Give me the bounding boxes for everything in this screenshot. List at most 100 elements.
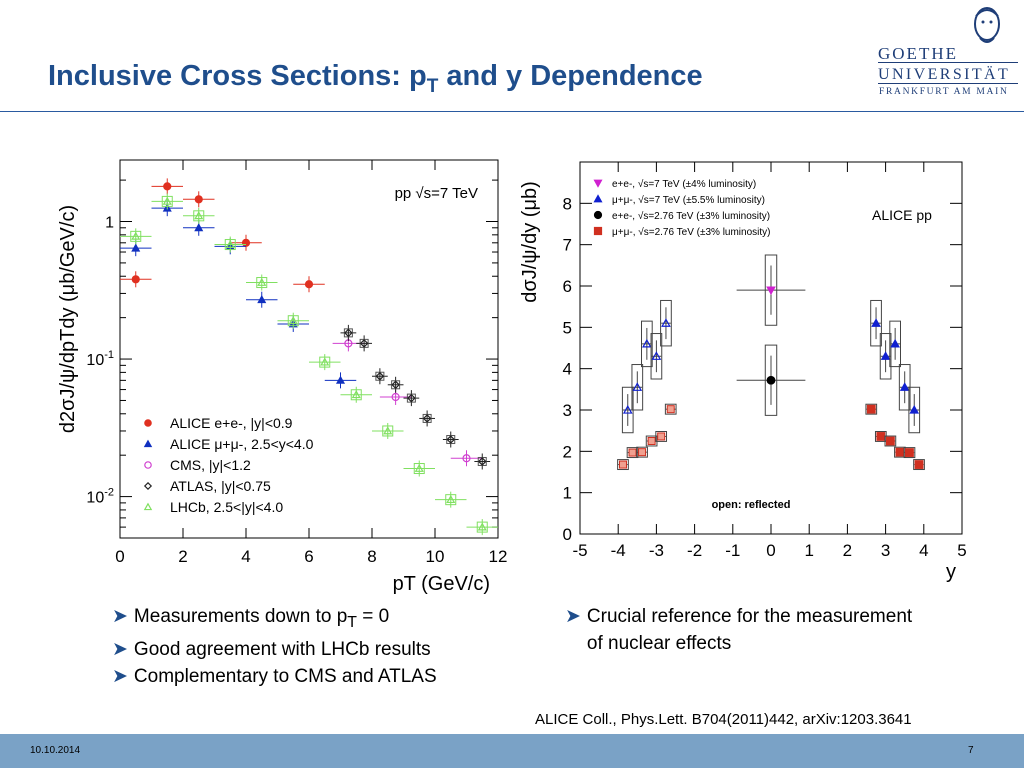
- legend-marker: [143, 481, 153, 491]
- y-tick-label: 5: [563, 318, 572, 337]
- systematic-box: [161, 195, 173, 207]
- data-point: [622, 404, 633, 414]
- series-0: [120, 178, 325, 293]
- legend-label: e+e-, √s=2.76 TeV (±3% luminosity): [612, 210, 770, 222]
- data-point: [359, 339, 369, 348]
- systematic-box: [650, 333, 663, 380]
- footer-date: 10.10.2014: [30, 745, 81, 756]
- x-tick-label: 0: [115, 547, 124, 566]
- x-tick-label: -4: [611, 541, 626, 560]
- legend-label: LHCb, 2.5<|y|<4.0: [170, 499, 283, 515]
- data-point: [618, 460, 627, 469]
- data-point: [657, 432, 666, 441]
- systematic-box: [224, 239, 236, 251]
- data-point: [446, 494, 456, 504]
- rapidity-cross-section-chart: -5 -4 -3 -2 -1 0 1 2 3 4 5 0 1 2 3 4 5 6 7 8 y dσJ/ψ/dy (μb) A…: [519, 161, 967, 583]
- data-point: [914, 460, 924, 469]
- legend-label: μ+μ-, √s=2.76 TeV (±3% luminosity): [612, 226, 771, 238]
- legend-marker: [593, 179, 603, 188]
- series-4: [120, 193, 498, 536]
- slide-title: Inclusive Cross Sections: pT and y Depen…: [48, 60, 703, 97]
- systematic-box: [655, 430, 668, 442]
- legend-marker: [144, 461, 152, 469]
- arrow-icon: ➤: [112, 665, 128, 687]
- series-3: [617, 403, 925, 471]
- logo-line-frankfurt: FRANKFURT AM MAIN: [879, 87, 1009, 97]
- legend: e+e-, √s=7 TeV (±4% luminosity) μ+μ-, √s=…: [593, 178, 771, 238]
- series-1: [621, 299, 921, 434]
- data-point: [194, 223, 204, 232]
- x-tick-label: 6: [304, 547, 313, 566]
- systematic-box: [913, 459, 925, 471]
- data-point: [871, 318, 881, 327]
- x-tick-label: 10: [426, 547, 445, 566]
- y-tick-label: 0: [563, 525, 572, 544]
- data-point: [899, 382, 910, 391]
- data-point: [194, 211, 204, 220]
- series-3: [340, 324, 491, 470]
- data-point: [666, 405, 675, 414]
- reflected-note: open: reflected: [712, 499, 791, 511]
- systematic-box: [660, 299, 672, 347]
- systematic-box: [889, 320, 901, 368]
- data-point: [391, 392, 400, 402]
- systematic-box: [382, 425, 394, 437]
- systematic-box: [884, 435, 897, 447]
- legend: ALICE e+e-, |y|<0.9 ALICE μ+μ-, 2.5<y<4.0…: [143, 415, 314, 515]
- legend-label: e+e-, √s=7 TeV (±4% luminosity): [612, 178, 756, 190]
- x-tick-label: 2: [843, 541, 852, 560]
- data-point: [766, 286, 776, 296]
- arrow-icon: ➤: [112, 638, 128, 660]
- y-tick-label: 1: [563, 484, 572, 503]
- x-axis-label: y: [946, 561, 956, 583]
- legend-marker: [593, 194, 603, 203]
- x-tick-label: 2: [178, 547, 187, 566]
- data-point: [241, 238, 251, 247]
- systematic-box: [865, 403, 878, 415]
- data-point: [661, 318, 671, 327]
- legend-label: ALICE e+e-, |y|<0.9: [170, 415, 293, 431]
- series-1: [120, 200, 357, 389]
- systematic-box: [319, 356, 331, 368]
- logo-line-universitaet: UNIVERSITÄT: [878, 66, 1011, 83]
- data-point: [895, 447, 905, 457]
- data-point: [257, 294, 267, 304]
- legend-marker: [593, 226, 603, 236]
- series-2: [332, 335, 483, 467]
- data-point: [866, 404, 876, 414]
- systematic-box: [445, 494, 457, 506]
- systematic-box: [130, 230, 142, 242]
- data-point: [766, 375, 776, 385]
- data-point: [163, 182, 172, 191]
- systematic-box: [903, 447, 916, 459]
- data-point: [320, 357, 330, 366]
- x-tick-label: -1: [725, 541, 740, 560]
- data-point: [288, 315, 298, 325]
- x-tick-label: 8: [367, 547, 376, 566]
- legend-marker: [144, 419, 152, 427]
- systematic-box: [476, 521, 488, 533]
- data-point: [131, 243, 141, 252]
- arrow-icon: ➤: [112, 606, 128, 627]
- y-tick-label: 2: [563, 442, 572, 461]
- data-point: [383, 426, 393, 435]
- systematic-box: [413, 463, 425, 475]
- title-rule: [0, 111, 1024, 112]
- data-point: [422, 414, 432, 423]
- y-tick-label: 7: [563, 236, 572, 255]
- legend-label: ALICE μ+μ-, 2.5<y<4.0: [170, 436, 314, 452]
- legend-marker: [143, 439, 153, 448]
- systematic-box: [879, 333, 892, 380]
- bullets-right: ➤ Crucial reference for the measurement o…: [565, 603, 925, 657]
- data-point: [651, 351, 662, 360]
- reference-citation: ALICE Coll., Phys.Lett. B704(2011)442, a…: [535, 711, 912, 728]
- bullet-item: ➤ Crucial reference for the measurement o…: [565, 603, 925, 657]
- y-axis-label: d2σJ/ψ/dpTdy (μb/GeV/c): [57, 205, 79, 433]
- y-tick-label: 3: [563, 401, 572, 420]
- arrow-icon: ➤: [565, 606, 581, 627]
- data-point: [344, 328, 353, 338]
- pt-cross-section-chart: 0 2 4 6 8 10 12 1 10-1 10-2 pT (GeV/c) d2σJ/ψ/dpTdy…: [57, 159, 507, 595]
- systematic-box: [287, 315, 299, 327]
- systematic-box: [256, 277, 268, 289]
- x-axis-label: pT (GeV/c): [393, 573, 490, 595]
